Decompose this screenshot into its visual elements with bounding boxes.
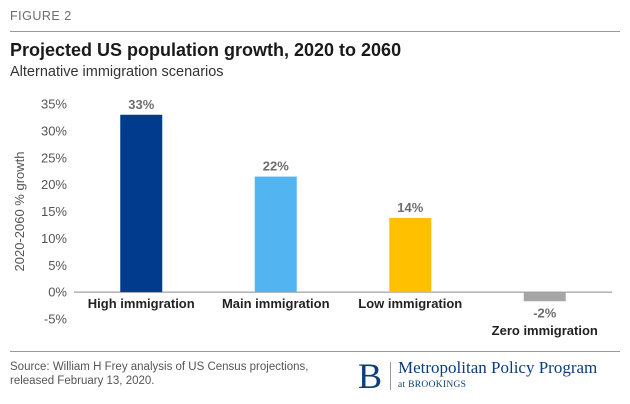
brookings-b-logo-icon: B: [358, 356, 383, 396]
top-divider: [10, 31, 620, 32]
category-label: High immigration: [88, 296, 195, 311]
program-name: Metropolitan Policy Program: [398, 358, 598, 377]
source-note: Source: William H Frey analysis of US Ce…: [10, 360, 340, 388]
program-affiliation: at BROOKINGS: [398, 380, 467, 390]
data-label: 33%: [128, 97, 154, 112]
y-tick-label: 35%: [41, 97, 67, 112]
figure-label: FIGURE 2: [10, 9, 72, 23]
y-tick-label: 20%: [41, 177, 67, 192]
bar-zero-immigration: [523, 292, 566, 302]
chart-subtitle: Alternative immigration scenarios: [10, 64, 224, 80]
data-label: 14%: [397, 200, 423, 215]
data-label: -2%: [533, 305, 557, 320]
bar-low-immigration: [389, 217, 432, 293]
data-label: 22%: [263, 159, 289, 174]
bar-high-immigration: [120, 114, 163, 293]
category-label: Zero immigration: [492, 323, 598, 338]
y-tick-label: 25%: [41, 150, 67, 165]
y-tick-label: 0%: [48, 285, 67, 300]
y-tick-label: 5%: [48, 258, 67, 273]
y-tick-label: 10%: [41, 231, 67, 246]
y-tick-label: 30%: [41, 123, 67, 138]
source-line-1: Source: William H Frey analysis of US Ce…: [10, 361, 309, 373]
y-tick-label: -5%: [44, 312, 68, 327]
bar-chart: 2020-2060 % growth -5% 0% 5% 10% 15% 20% 25% 30%…: [12, 97, 612, 338]
brookings-logo: B Metropolitan Policy Program at BROOKIN…: [358, 356, 620, 396]
logo-separator: [390, 362, 391, 390]
bottom-divider: [10, 351, 620, 352]
category-label: Low immigration: [358, 296, 462, 311]
y-axis-label: 2020-2060 % growth: [12, 152, 27, 272]
category-label: Main immigration: [222, 296, 330, 311]
source-line-2: released February 13, 2020.: [10, 375, 155, 387]
y-tick-label: 15%: [41, 204, 67, 219]
chart-title: Projected US population growth, 2020 to …: [10, 40, 402, 60]
bar-main-immigration: [254, 176, 297, 293]
